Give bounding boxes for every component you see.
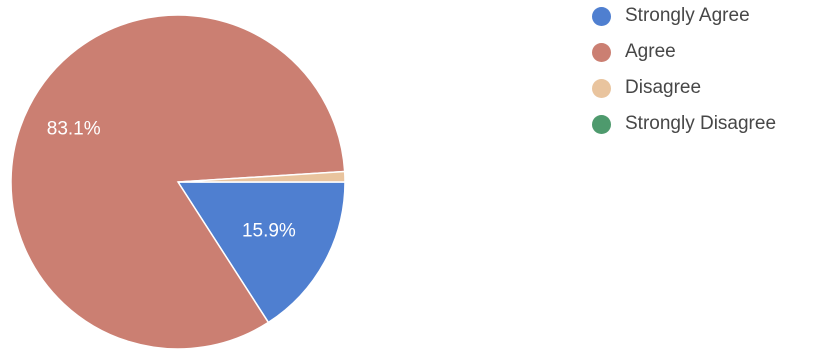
legend-label-strongly-disagree: Strongly Disagree	[625, 113, 777, 134]
legend-label-agree: Agree	[625, 41, 676, 62]
legend-label-disagree: Disagree	[625, 77, 702, 98]
pie-chart: 15.9% 83.1%	[10, 14, 346, 350]
pie-slice-strongly-agree[interactable]	[176, 181, 346, 324]
legend-swatch-agree	[592, 42, 611, 62]
pie-slice-disagree[interactable]	[177, 170, 346, 183]
legend-item-agree[interactable]: Agree	[592, 38, 776, 66]
legend-item-strongly-agree[interactable]: Strongly Agree	[592, 2, 776, 30]
legend-item-strongly-disagree[interactable]: Strongly Disagree	[592, 110, 776, 138]
slice-label-agree: 83.1%	[47, 118, 101, 139]
legend-swatch-strongly-disagree	[592, 114, 611, 134]
legend-label-strongly-agree: Strongly Agree	[625, 5, 750, 26]
slice-label-strongly-agree: 15.9%	[242, 221, 296, 242]
legend-swatch-disagree	[592, 78, 611, 98]
legend-item-disagree[interactable]: Disagree	[592, 74, 776, 102]
legend: Strongly Agree Agree Disagree Strongly D…	[592, 2, 776, 146]
pie-slice-agree[interactable]	[10, 14, 346, 350]
legend-swatch-strongly-agree	[592, 6, 611, 26]
